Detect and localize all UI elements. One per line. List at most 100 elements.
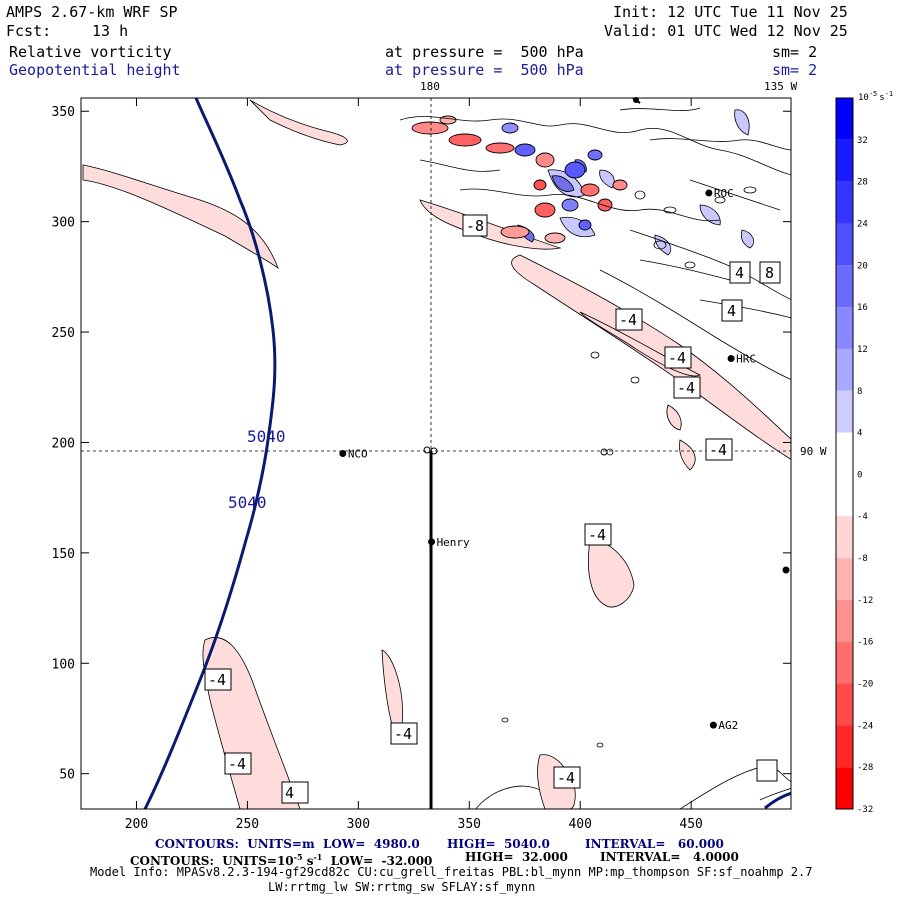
vort-label: -8 (466, 217, 484, 235)
height-contour-high: HIGH= 5040.0 (447, 837, 550, 851)
vort-label: 4 (285, 784, 294, 802)
x-tick-label: 400 (568, 817, 591, 832)
vort-contour-high: HIGH= 32.000 (465, 850, 568, 864)
colorbar-label: -16 (857, 638, 873, 648)
stations: NCO Henry ROC HRC AG2 (339, 187, 756, 732)
station-marker (709, 721, 717, 729)
vort-contour-info: CONTOURS: UNITS=10-5 s-1 LOW= -32.000 (130, 852, 433, 868)
colorbar: 32 28 24 20 16 12 8 4 0 -4 -8 -12 -16 -20 -24 -28 -32 (835, 97, 873, 815)
model-info-2: LW:rrtmg_lw SW:rrtmg_sw SFLAY:sf_mynn (268, 880, 536, 894)
valid-time: Valid: 01 UTC Wed 12 Nov 25 (604, 22, 848, 40)
x-tick-label: 250 (236, 817, 259, 832)
vort-label: -4 (394, 725, 412, 743)
vort-label: -4 (588, 526, 606, 544)
colorbar-label: 20 (857, 261, 868, 271)
colorbar-swatch (836, 265, 853, 308)
colorbar-label: 24 (857, 219, 868, 229)
colorbar-swatch (836, 432, 853, 475)
x-tick-label: 300 (347, 817, 370, 832)
station-label: ROC (714, 187, 734, 200)
contour-label-boxes: -8 4 8 -4 4 -4 -4 -4 -4 -4 -4 -4 -4 4 (204, 214, 781, 804)
station-marker (428, 538, 436, 546)
station-marker (339, 450, 347, 457)
colorbar-label: 28 (857, 178, 868, 188)
station-label: NCO (348, 448, 368, 461)
colorbar-frame (835, 97, 854, 810)
vort-label: -4 (709, 441, 727, 459)
vort-label: -4 (668, 349, 686, 367)
forecast-hour: 13 h (92, 22, 129, 40)
y-tick-label: 50 (59, 768, 75, 783)
colorbar-swatch (836, 516, 853, 559)
colorbar-swatch (836, 558, 853, 600)
vort-contour-interval: INTERVAL= 4.0000 (600, 850, 739, 864)
y-tick-label: 250 (52, 326, 75, 341)
field1-smoothing: sm= 2 (772, 43, 818, 61)
field2-smoothing: sm= 2 (772, 61, 818, 79)
colorbar-swatch (836, 599, 853, 642)
height-contour-interval: INTERVAL= 60.000 (585, 837, 724, 851)
station-label: HRC (736, 353, 756, 366)
colorbar-swatch (836, 98, 853, 140)
vort-label: -4 (619, 311, 637, 329)
colorbar-label: 4 (857, 429, 862, 439)
height-label: 5040 (247, 427, 286, 446)
vort-label: -4 (208, 671, 226, 689)
x-tick-label: 200 (125, 817, 148, 832)
x-axis: 200 250 300 350 400 450 (125, 98, 703, 832)
y-tick-label: 150 (52, 547, 75, 562)
colorbar-label: -4 (857, 512, 868, 522)
lon-label-180: 180 (420, 80, 440, 93)
colorbar-label: 0 (857, 470, 862, 480)
colorbar-swatch (836, 683, 853, 726)
height-label: 5040 (228, 493, 267, 512)
positive-vorticity-shading (547, 109, 755, 256)
model-info: Model Info: MPASv8.2.3-194-gf29cd82c CU:… (90, 865, 813, 879)
colorbar-swatch (836, 181, 853, 224)
colorbar-label: -32 (857, 805, 873, 815)
colorbar-label: -8 (857, 554, 868, 564)
colorbar-label: 8 (857, 387, 862, 397)
station-label: Henry (437, 536, 470, 549)
vort-label: -4 (557, 769, 575, 787)
plot-frame (80, 97, 792, 810)
y-tick-label: 200 (52, 436, 75, 451)
station-marker (727, 355, 735, 363)
y-axis: 50 100 150 200 250 300 350 (52, 105, 791, 783)
vort-label: -4 (677, 379, 695, 397)
field2-name: Geopotential height (9, 61, 181, 79)
colorbar-label: 12 (857, 345, 868, 355)
height-contour-5040 (143, 98, 277, 809)
y-tick-label: 300 (52, 216, 75, 231)
field2-level: at pressure = 500 hPa (385, 61, 584, 79)
field1-level: at pressure = 500 hPa (385, 43, 584, 61)
y-tick-label: 350 (52, 105, 75, 120)
y-tick-label: 100 (52, 657, 75, 672)
colorbar-swatch (836, 307, 853, 349)
plot-content (81, 98, 791, 809)
colorbar-swatch (836, 139, 853, 182)
colorbar-swatch (836, 767, 853, 809)
colorbar-label: 16 (857, 303, 868, 313)
lon-label-90w: 90 W (800, 445, 827, 458)
x-tick-label: 350 (458, 817, 481, 832)
vort-label: 4 (735, 264, 744, 282)
model-title: AMPS 2.67-km WRF SP (6, 3, 178, 21)
colorbar-label: -12 (857, 596, 873, 606)
field1-name: Relative vorticity (9, 43, 172, 61)
station-marker (705, 189, 713, 197)
forecast-label: Fcst: (6, 22, 52, 40)
vort-label: 8 (765, 264, 774, 282)
colorbar-swatch (836, 348, 853, 391)
colorbar-label: -20 (857, 680, 873, 690)
vorticity-contours-ne (399, 107, 791, 809)
vort-label: -4 (228, 755, 246, 773)
colorbar-swatch (836, 223, 853, 266)
lon-label-135w: 135 W (764, 80, 797, 93)
colorbar-swatch (836, 725, 853, 768)
colorbar-swatch (836, 641, 853, 684)
height-contour-info: CONTOURS: UNITS=m LOW= 4980.0 (155, 837, 420, 851)
station-label: AG2 (718, 719, 738, 732)
colorbar-units: 10-5 s-1 (858, 90, 893, 103)
